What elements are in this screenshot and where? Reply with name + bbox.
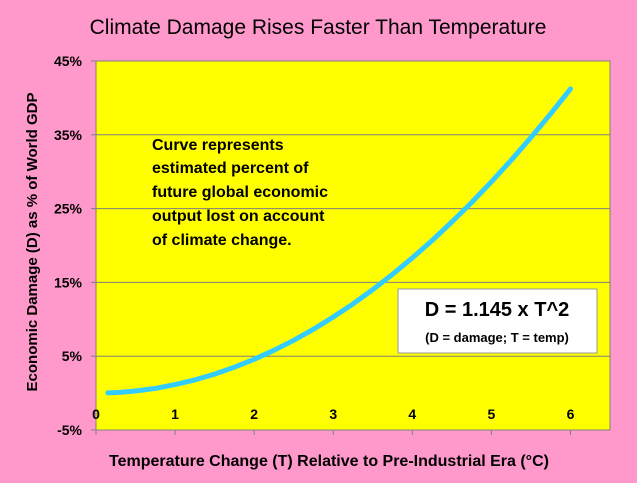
chart-title: Climate Damage Rises Faster Than Tempera…	[90, 16, 547, 39]
x-tick-label: 5	[487, 406, 495, 422]
y-tick-label: 45%	[54, 53, 83, 69]
note-line-3: future global economic	[152, 184, 328, 201]
y-tick-label: -5%	[57, 422, 82, 438]
y-tick-label: 15%	[54, 274, 83, 290]
equation-box-background	[397, 288, 598, 354]
equation-note: (D = damage; T = temp)	[425, 330, 569, 345]
y-tick-label: 5%	[62, 348, 83, 364]
x-axis-title: Temperature Change (T) Relative to Pre-I…	[109, 453, 549, 470]
x-axis: 0 1 2 3 4 5 6	[92, 406, 575, 435]
x-tick-label: 6	[567, 406, 575, 422]
series-group	[105, 86, 573, 396]
damage-curve-line	[105, 86, 573, 396]
note-line-2: estimated percent of	[152, 160, 309, 177]
x-tick-label: 4	[408, 406, 416, 422]
note-line-5: of climate change.	[152, 232, 292, 249]
plot-area	[95, 60, 611, 431]
y-axis: -5% 5% 15% 25% 35% 45%	[54, 53, 96, 438]
gridlines	[96, 134, 610, 357]
note-line-1: Curve represents	[152, 137, 284, 154]
y-tick-label: 35%	[54, 127, 83, 143]
x-tick-label: 2	[250, 406, 258, 422]
x-tick-label: 3	[329, 406, 337, 422]
x-tick-label: 1	[171, 406, 179, 422]
equation-box: D = 1.145 x T^2 (D = damage; T = temp)	[397, 288, 598, 354]
x-tick-label: 0	[92, 406, 100, 422]
y-axis-title: Economic Damage (D) as % of World GDP	[24, 93, 41, 392]
note-annotation: Curve represents estimated percent of fu…	[152, 137, 328, 249]
y-tick-label: 25%	[54, 201, 83, 217]
equation-text: D = 1.145 x T^2	[425, 299, 570, 321]
note-line-4: output lost on account	[152, 208, 325, 225]
